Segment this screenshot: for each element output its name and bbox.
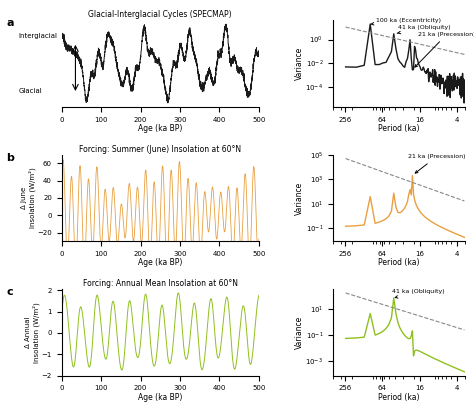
- X-axis label: Period (ka): Period (ka): [378, 393, 419, 402]
- Title: Forcing: Summer (June) Insolation at 60°N: Forcing: Summer (June) Insolation at 60°…: [79, 145, 241, 154]
- Text: 21 ka (Precession): 21 ka (Precession): [415, 32, 474, 67]
- Y-axis label: Variance: Variance: [295, 47, 304, 80]
- Text: 41 ka (Obliquity): 41 ka (Obliquity): [397, 25, 451, 34]
- Y-axis label: Δ Annual
Insolation (W/m²): Δ Annual Insolation (W/m²): [26, 302, 40, 363]
- Text: 41 ka (Obliquity): 41 ka (Obliquity): [392, 289, 444, 298]
- X-axis label: Age (ka BP): Age (ka BP): [138, 124, 182, 133]
- Title: Forcing: Annual Mean Insolation at 60°N: Forcing: Annual Mean Insolation at 60°N: [83, 279, 238, 288]
- X-axis label: Age (ka BP): Age (ka BP): [138, 259, 182, 267]
- Title: Glacial-Interglacial Cycles (SPECMAP): Glacial-Interglacial Cycles (SPECMAP): [89, 11, 232, 19]
- Text: 21 ka (Precession): 21 ka (Precession): [408, 154, 465, 173]
- Text: b: b: [6, 153, 14, 163]
- Y-axis label: Δ June
Insolation (W/m²): Δ June Insolation (W/m²): [21, 168, 36, 228]
- X-axis label: Period (ka): Period (ka): [378, 259, 419, 267]
- Text: c: c: [6, 287, 13, 297]
- Text: 100 ka (Eccentricity): 100 ka (Eccentricity): [371, 18, 441, 25]
- X-axis label: Period (ka): Period (ka): [378, 124, 419, 133]
- Y-axis label: Variance: Variance: [295, 181, 304, 215]
- Text: a: a: [6, 19, 14, 28]
- Text: Interglacial: Interglacial: [18, 33, 57, 39]
- X-axis label: Age (ka BP): Age (ka BP): [138, 393, 182, 402]
- Text: Glacial: Glacial: [18, 88, 42, 94]
- Y-axis label: Variance: Variance: [295, 316, 304, 349]
